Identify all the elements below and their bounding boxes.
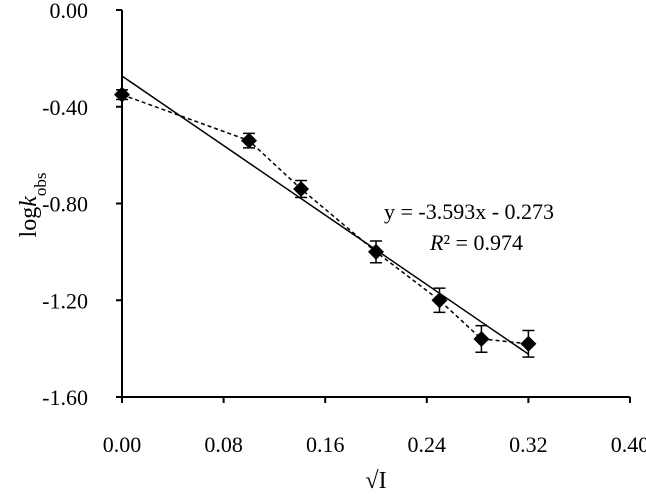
data-point [114,86,130,103]
trendline [121,75,529,355]
y-tick-label: -1.60 [42,385,88,410]
x-tick-label: 0.00 [103,432,142,457]
ticks-layer: 0.00 0.08 0.16 0.24 0.32 0.40 0.00 -0.40 -0.80 -1… [42,0,646,457]
trendline-equation: y = -3.593x - 0.273 [384,199,554,224]
y-axis-title: logkobs [16,173,50,238]
axes [121,10,630,398]
r-squared-symbol: R [429,230,444,255]
data-point [431,292,448,309]
x-tick-label: 0.16 [306,432,345,457]
y-axis-title-main: log [16,207,42,238]
r-squared-value: ² = 0.974 [443,230,523,255]
x-tick-label: 0.32 [509,432,548,457]
y-tick-label: -0.40 [42,95,88,120]
y-axis-title-sub: obs [31,173,50,197]
data-point [368,243,384,260]
x-axis-title: √I [365,468,386,494]
y-tick-label: 0.00 [50,0,89,23]
y-tick-label: -1.20 [42,288,88,313]
data-point [473,330,490,347]
x-tick-label: 0.24 [408,432,447,457]
series-layer [114,75,537,358]
data-point [241,132,257,149]
data-point [520,335,537,352]
x-tick-label: 0.40 [611,432,646,457]
data-point [293,180,310,197]
r-squared-label: R² = 0.974 [429,230,523,255]
y-tick-label: -0.80 [42,192,88,217]
x-tick-label: 0.08 [204,432,243,457]
y-axis-title-italic: k [16,196,42,207]
